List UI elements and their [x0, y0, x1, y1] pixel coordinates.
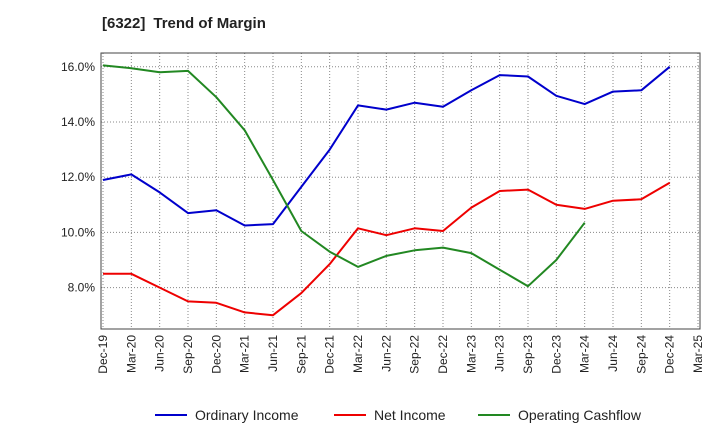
x-tick-label: Jun-22 — [379, 335, 393, 372]
x-tick-label: Dec-22 — [436, 335, 450, 374]
x-tick-label: Mar-22 — [351, 335, 365, 373]
legend-label-operating-cashflow: Operating Cashflow — [518, 407, 641, 423]
legend-swatch-operating-cashflow — [478, 414, 510, 416]
x-tick-label: Jun-21 — [266, 335, 280, 372]
x-tick-label: Sep-20 — [181, 335, 195, 374]
plot-frame — [100, 52, 701, 330]
series-line-operating-cashflow — [102, 64, 586, 288]
company-code: [6322] — [102, 15, 146, 32]
x-tick-label: Mar-21 — [238, 335, 252, 373]
x-tick-label: Sep-22 — [408, 335, 422, 374]
x-tick-label: Mar-23 — [464, 335, 478, 373]
y-tick-label: 10.0% — [61, 225, 95, 239]
legend-label-ordinary-income: Ordinary Income — [195, 407, 299, 423]
y-axis-labels: 8.0% 10.0% 12.0% 14.0% 16.0% — [61, 60, 95, 295]
series-lines — [102, 64, 671, 317]
x-tick-label: Mar-20 — [124, 335, 138, 373]
y-tick-label: 14.0% — [61, 115, 95, 129]
legend-label-net-income: Net Income — [374, 407, 446, 423]
x-tick-label: Jun-23 — [493, 335, 507, 372]
legend-item-operating-cashflow: Operating Cashflow — [478, 404, 641, 426]
legend-item-net-income: Net Income — [334, 404, 446, 426]
x-tick-label: Sep-23 — [521, 335, 535, 374]
x-tick-label: Jun-20 — [153, 335, 167, 372]
x-tick-label: Sep-24 — [634, 335, 648, 374]
y-tick-label: 16.0% — [61, 60, 95, 74]
x-tick-label: Mar-25 — [691, 335, 705, 373]
grid-lines — [101, 53, 700, 329]
x-tick-label: Dec-20 — [209, 335, 223, 374]
legend-item-ordinary-income: Ordinary Income — [155, 404, 298, 426]
x-tick-label: Sep-21 — [294, 335, 308, 374]
x-tick-label: Dec-21 — [323, 335, 337, 374]
x-tick-label: Dec-23 — [549, 335, 563, 374]
x-tick-label: Mar-24 — [578, 335, 592, 373]
series-line-ordinary-income — [102, 66, 671, 227]
line-chart: 8.0% 10.0% 12.0% 14.0% 16.0% Dec-19 Mar-20 Jun… — [61, 52, 705, 374]
legend-swatch-net-income — [334, 414, 366, 416]
chart-title: [6322] Trend of Margin — [102, 15, 274, 32]
legend-swatch-ordinary-income — [155, 414, 187, 416]
y-tick-label: 8.0% — [68, 281, 96, 295]
x-axis-labels: Dec-19 Mar-20 Jun-20 Sep-20 Dec-20 Mar-21 Jun-… — [96, 335, 705, 374]
x-tick-label: Dec-24 — [663, 335, 677, 374]
x-tick-label: Jun-24 — [606, 335, 620, 372]
x-tick-label: Dec-19 — [96, 335, 110, 374]
y-tick-label: 12.0% — [61, 170, 95, 184]
legend: Ordinary Income Net Income Operating Cas… — [0, 404, 720, 426]
series-line-net-income — [103, 181, 671, 317]
title-text: Trend of Margin — [153, 15, 266, 32]
